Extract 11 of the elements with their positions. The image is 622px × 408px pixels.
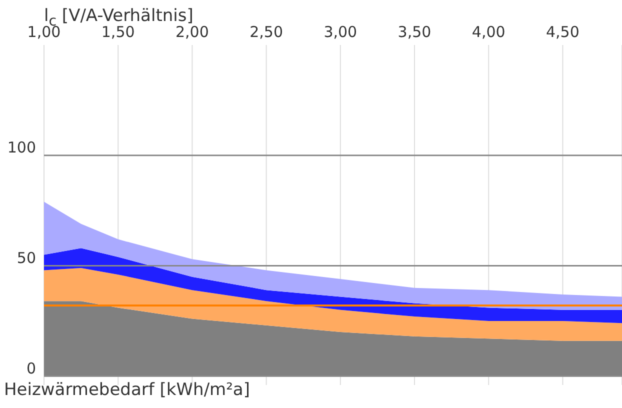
y-axis-title: Heizwärmebedarf [kWh/m²a] (4, 380, 250, 400)
x-tick-label: 3,50 (398, 23, 432, 41)
x-tick-label: 1,50 (101, 23, 135, 41)
y-tick-label: 50 (16, 249, 36, 268)
x-tick-label: 2,50 (250, 23, 284, 41)
x-tick-label: 4,50 (546, 23, 580, 41)
x-tick-label: 4,00 (472, 23, 506, 41)
y-tick-label: 0 (26, 359, 36, 378)
y-tick-label: 100 (7, 138, 36, 157)
x-tick-label: 3,00 (324, 23, 358, 41)
x-tick-label: 2,00 (176, 23, 209, 41)
